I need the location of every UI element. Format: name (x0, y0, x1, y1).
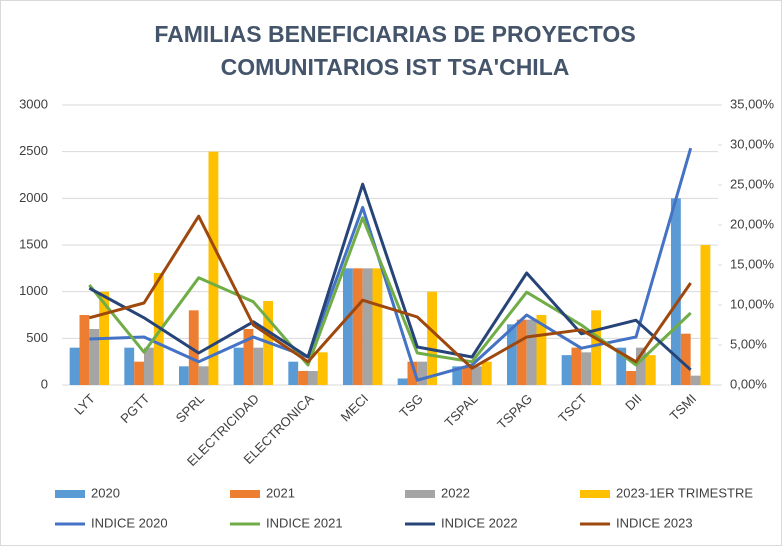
legend-swatch (405, 490, 435, 498)
bar (397, 378, 408, 385)
y-tick-label: 0 (41, 376, 48, 391)
bar (208, 151, 219, 385)
y2-tick-label: 10,00% (730, 296, 775, 311)
legend-swatch (580, 490, 610, 498)
legend-label: INDICE 2022 (441, 515, 518, 530)
legend-label: INDICE 2023 (616, 515, 693, 530)
y2-tick-label: 30,00% (730, 136, 775, 151)
bar (253, 347, 264, 385)
bar (690, 375, 701, 385)
y-tick-label: 3000 (19, 96, 48, 111)
line-series (88, 214, 692, 370)
y-tick-label: 1000 (19, 283, 48, 298)
bar (298, 371, 308, 385)
legend-label: 2022 (441, 485, 470, 500)
bar (362, 268, 373, 385)
bar (645, 355, 656, 385)
bar (472, 366, 482, 385)
bar (124, 347, 135, 385)
y2-tick-label: 35,00% (730, 96, 775, 111)
bar (352, 268, 363, 385)
bar (591, 310, 602, 385)
legend-label: 2020 (91, 485, 120, 500)
y-tick-label: 500 (26, 330, 48, 345)
bar (79, 315, 90, 385)
bar (462, 366, 472, 385)
bar (452, 366, 463, 385)
bar (526, 319, 537, 385)
bar (308, 371, 318, 385)
y2-tick-label: 20,00% (730, 216, 775, 231)
bar (700, 245, 711, 385)
bar (144, 347, 154, 385)
bar (89, 329, 100, 385)
y-tick-label: 2000 (19, 190, 48, 205)
bar (626, 371, 636, 385)
legend-swatch (55, 490, 85, 498)
chart-title: COMUNITARIOS IST TSA'CHILA (221, 54, 570, 80)
bar (188, 310, 199, 385)
y2-tick-label: 15,00% (730, 256, 775, 271)
legend-swatch (230, 490, 260, 498)
bar (636, 347, 646, 385)
bar (178, 366, 189, 385)
bar (317, 352, 328, 385)
y2-tick-label: 5,00% (730, 336, 767, 351)
bar (616, 347, 627, 385)
bar (134, 361, 144, 385)
bar (233, 347, 244, 385)
legend-label: 2023-1ER TRIMESTRE (616, 485, 753, 500)
bar (372, 268, 383, 385)
bar (407, 361, 418, 385)
bar (342, 268, 353, 385)
bar (481, 361, 492, 385)
legend-label: INDICE 2020 (91, 515, 168, 530)
bar (427, 291, 438, 385)
line-series (88, 182, 692, 371)
y2-tick-label: 0,00% (730, 376, 767, 391)
legend-label: 2021 (266, 485, 295, 500)
bar (243, 329, 254, 385)
bar (561, 355, 572, 385)
bar (69, 347, 80, 385)
bar (571, 347, 582, 385)
bar (670, 198, 681, 385)
bar (536, 315, 547, 385)
bar (516, 319, 527, 385)
y2-tick-label: 25,00% (730, 176, 775, 191)
bar (288, 361, 299, 385)
line-series (89, 147, 693, 382)
y-tick-label: 1500 (19, 236, 48, 251)
chart-title: FAMILIAS BENEFICIARIAS DE PROYECTOS (154, 21, 635, 47)
bar (417, 361, 428, 385)
bar (680, 333, 691, 385)
y-tick-label: 2500 (19, 143, 48, 158)
bar (198, 366, 209, 385)
legend-label: INDICE 2021 (266, 515, 343, 530)
bar (581, 352, 592, 385)
bar (506, 324, 517, 385)
